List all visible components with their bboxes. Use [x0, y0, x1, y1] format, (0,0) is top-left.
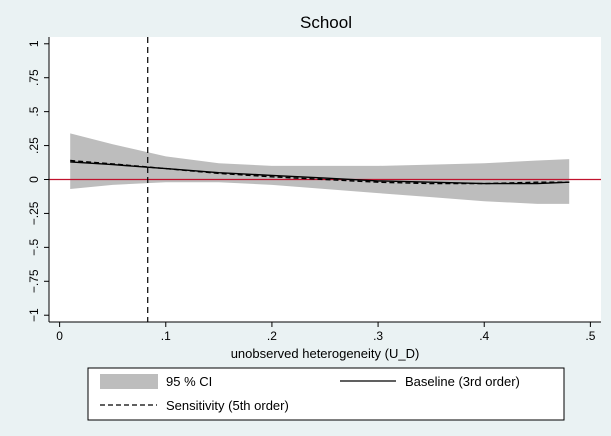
legend-label-sensitivity: Sensitivity (5th order): [166, 398, 289, 413]
x-tick-label: .2: [267, 329, 277, 343]
sensitivity-series-line: [70, 159, 570, 185]
legend: 95 % CI Baseline (3rd order) Sensitivity…: [87, 367, 565, 421]
x-tick-label: .3: [373, 329, 383, 343]
y-tick-label: −.5: [27, 239, 41, 256]
y-tick-label: 1: [27, 40, 41, 47]
series-layer: [70, 159, 570, 185]
ci-band-layer: [70, 133, 570, 204]
x-ticks: 0 .1 .2 .3 .4 .5: [56, 322, 596, 343]
x-tick-label: .4: [479, 329, 489, 343]
y-tick-label: −.25: [27, 201, 41, 225]
legend-box: [87, 367, 565, 421]
x-tick-label: 0: [56, 329, 63, 343]
legend-label-ci: 95 % CI: [166, 374, 212, 389]
y-tick-label: 0: [27, 176, 41, 183]
chart-title: School: [300, 13, 352, 32]
y-ticks: −1 −.75 −.5 −.25 0 .25 .5 .75 1: [27, 40, 49, 322]
ci-band: [70, 133, 570, 204]
x-tick-label: .1: [161, 329, 171, 343]
x-axis-title: unobserved heterogeneity (U_D): [231, 346, 420, 361]
y-tick-label: .5: [27, 106, 41, 116]
legend-swatch-ci: [100, 374, 158, 389]
x-tick-label: .5: [585, 329, 595, 343]
legend-label-baseline: Baseline (3rd order): [405, 374, 520, 389]
y-tick-label: .75: [27, 69, 41, 86]
y-tick-label: −1: [27, 308, 41, 322]
y-tick-label: .25: [27, 137, 41, 154]
y-tick-label: −.75: [27, 269, 41, 293]
reference-lines: [49, 37, 601, 322]
